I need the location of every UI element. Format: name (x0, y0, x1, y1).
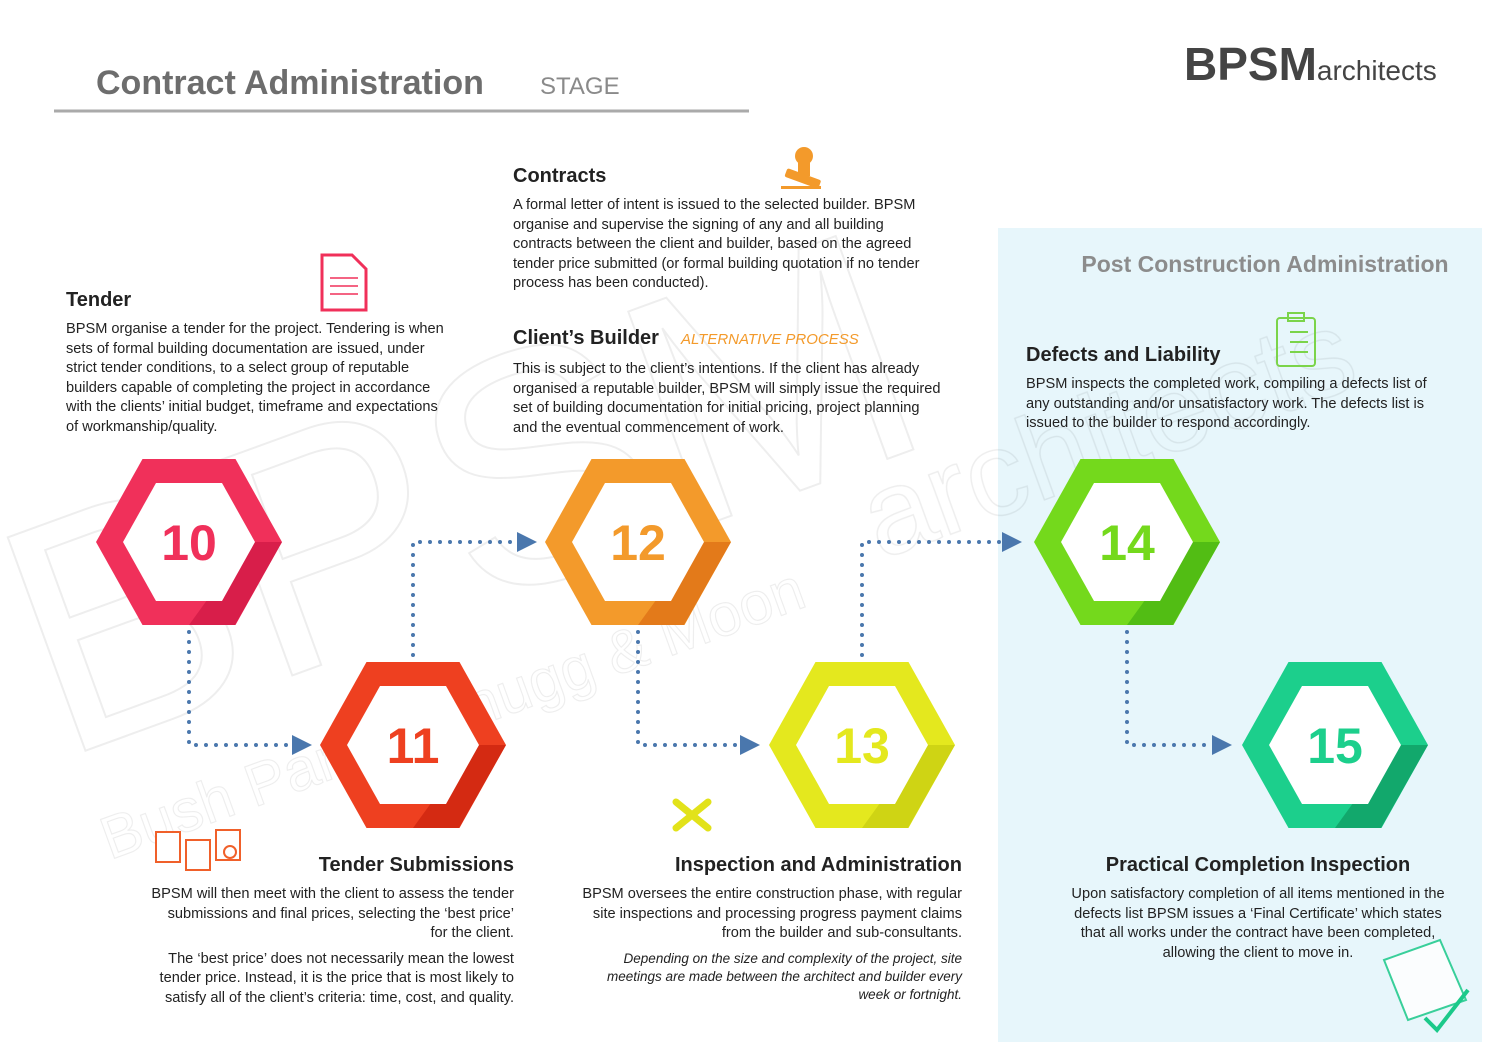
step-block: Tender BPSM organise a tender for the pro… (66, 288, 446, 443)
step-text: Upon satisfactory completion of all item… (1071, 886, 1445, 961)
step-hexagon: 12 (545, 459, 731, 625)
post-construction-panel (998, 228, 1482, 1042)
contracts-icon (781, 147, 821, 189)
page-title: Contract Administration (96, 64, 484, 102)
arrowhead (292, 735, 312, 755)
arrowhead (1212, 735, 1232, 755)
hexagon-shade (1127, 542, 1220, 625)
arrowhead (740, 735, 760, 755)
logo-light: architects (1317, 55, 1437, 86)
step-title: Inspection and Administration (674, 854, 962, 876)
arrowhead (1002, 532, 1022, 552)
hexagon-shade (638, 542, 731, 625)
arrowhead (517, 532, 537, 552)
step-hexagon: 10 (96, 459, 282, 625)
step-title: Tender (66, 289, 132, 311)
step-hexagon: 13 (769, 662, 955, 828)
hexagon-inner (796, 686, 928, 804)
hexagon-inner (1061, 483, 1193, 601)
submissions-icon (155, 829, 241, 871)
step-text: BPSM oversees the entire construction ph… (582, 886, 962, 941)
step-title: Defects and Liability (1026, 344, 1221, 366)
step-number: 15 (1307, 718, 1363, 774)
step-title: Practical Completion Inspection (1105, 854, 1411, 876)
step-text: BPSM organise a tender for the project. … (66, 321, 444, 435)
logo-bold: BPSM (1184, 38, 1317, 90)
step-title: Client’s Builder ALTERNATIVE PROCESS (513, 327, 859, 349)
arrowheads (292, 532, 1232, 755)
step-text: BPSM will then meet with the client to a… (151, 886, 514, 941)
panel-title: Post Construction Administration (1081, 251, 1448, 277)
step-block: Defects and Liability BPSM inspects the c… (1026, 343, 1436, 440)
step-block: Tender Submissions BPSM will then meet wi… (150, 853, 514, 1014)
hexagon-inner (347, 686, 479, 804)
step-title: Contracts (513, 165, 607, 187)
hexagon-shade (189, 542, 282, 625)
step-block: Practical Completion Inspection Upon sati… (1070, 853, 1446, 969)
hexagon-inner (123, 483, 255, 601)
alternative-tag: ALTERNATIVE PROCESS (680, 331, 859, 348)
completion-icon (1382, 938, 1470, 1034)
connector (860, 540, 1012, 657)
step-note: Depending on the size and complexity of … (607, 950, 962, 1002)
inspection-icon (672, 798, 712, 832)
step-number: 14 (1099, 515, 1155, 571)
step-text: BPSM inspects the completed work, compil… (1026, 376, 1427, 431)
step-hexagon: 14 (1034, 459, 1220, 625)
defects-icon (1276, 312, 1316, 367)
step-number: 11 (387, 718, 440, 774)
step-text: A formal letter of intent is issued to t… (513, 197, 920, 291)
step-number: 12 (610, 515, 666, 571)
step-text: This is subject to the client’s intentio… (513, 361, 941, 436)
page-subtitle: STAGE (540, 73, 620, 100)
step-number: 10 (161, 515, 217, 571)
step-hexagon: 11 (320, 662, 506, 828)
hexagon-shade (413, 745, 506, 828)
hexagon-inner (1269, 686, 1401, 804)
tender-icon (320, 253, 368, 312)
hexagon-shade (1335, 745, 1428, 828)
hexagon-inner (572, 483, 704, 601)
alternative-block: Client’s Builder ALTERNATIVE PROCESS This … (513, 326, 943, 444)
step-hexagon: 15 (1242, 662, 1428, 828)
step-number: 13 (834, 718, 890, 774)
step-block: Inspection and Administration BPSM overse… (580, 853, 962, 1010)
connectors (187, 540, 1220, 747)
logo: BPSMarchitects (1184, 38, 1437, 90)
step-text: The ‘best price’ does not necessarily me… (159, 950, 514, 1006)
step-title: Tender Submissions (318, 854, 514, 876)
hexagon-shade (862, 745, 955, 828)
step-block: Contracts A formal letter of intent is is… (513, 164, 933, 300)
